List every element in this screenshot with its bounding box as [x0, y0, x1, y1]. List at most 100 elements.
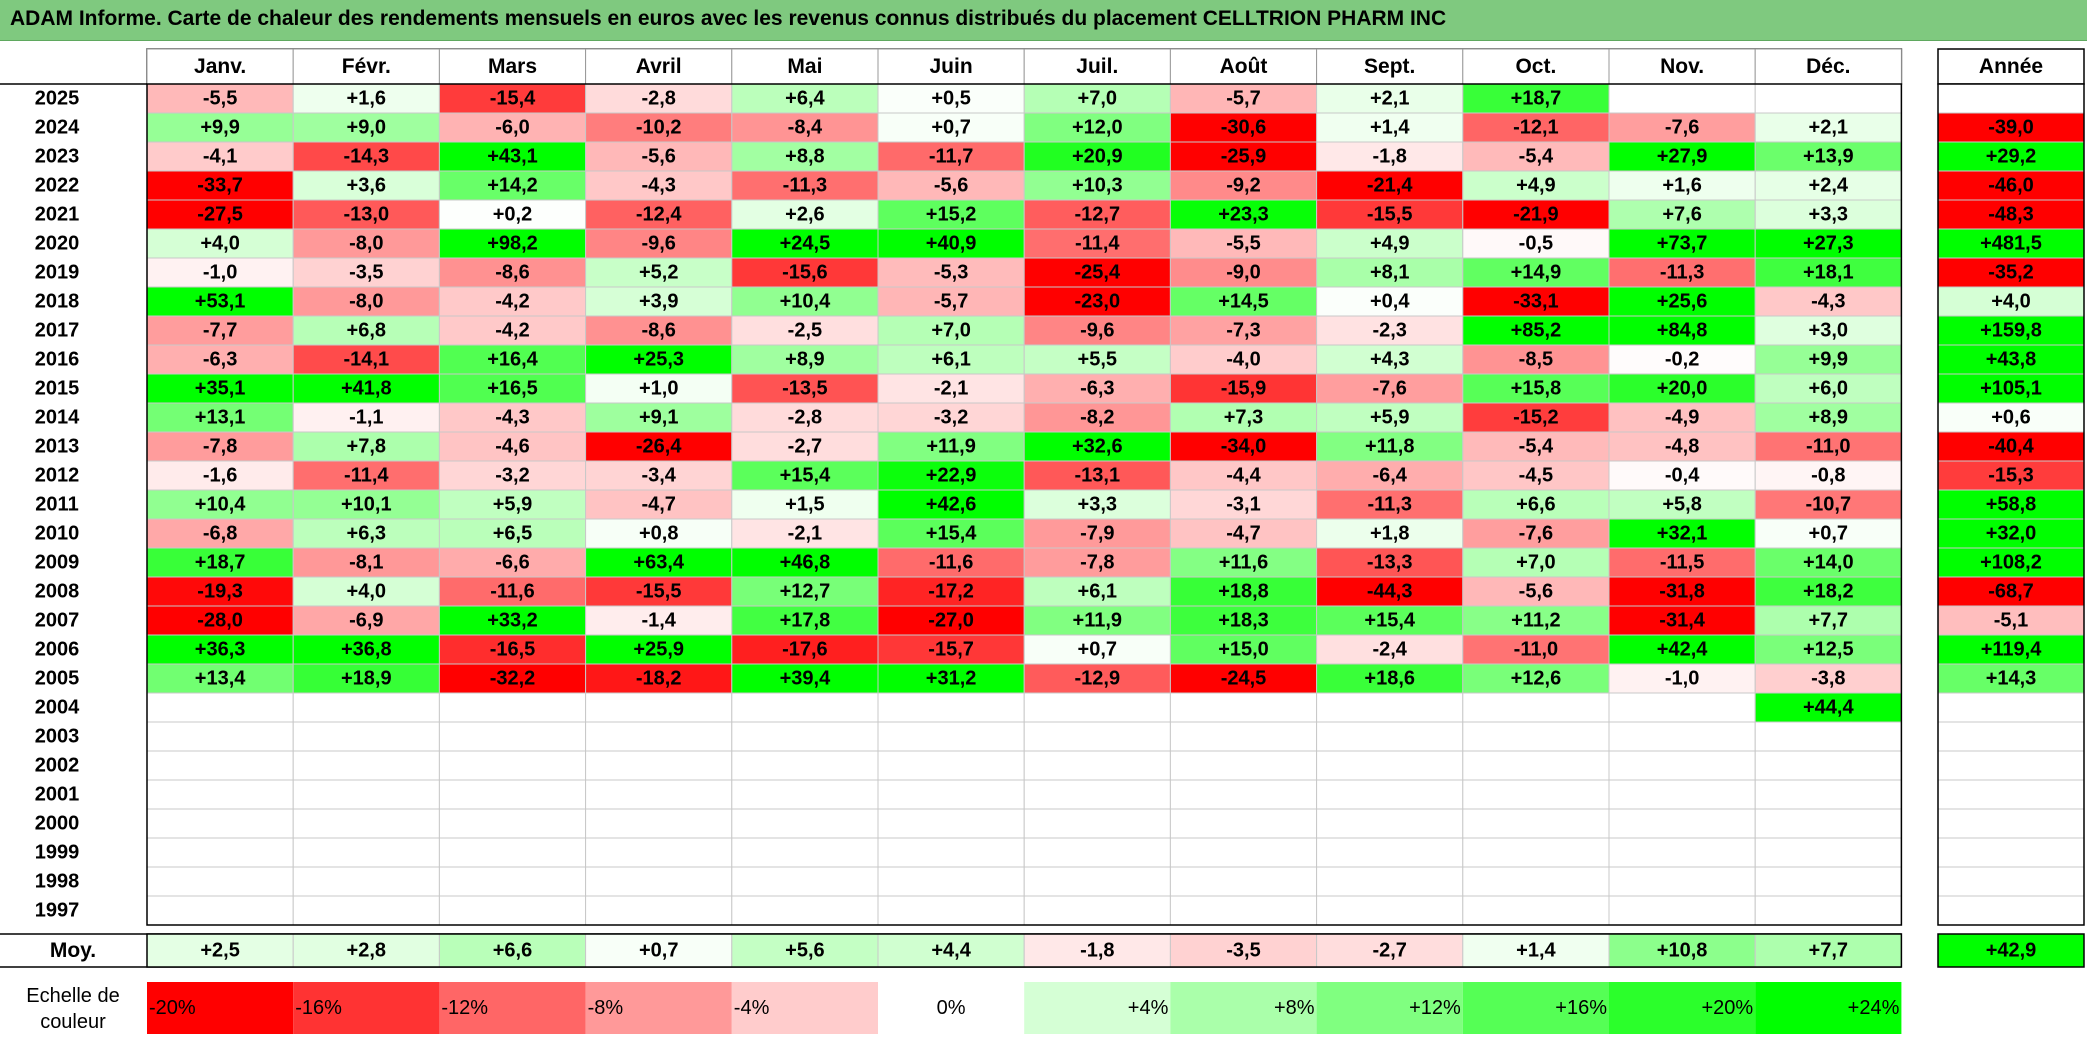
heatmap-cell: [438, 837, 587, 868]
heatmap-cell: [877, 199, 1025, 230]
heatmap-cell-value: +18,8: [1218, 581, 1269, 603]
heatmap-cell-value: -10,2: [636, 117, 682, 139]
heatmap-cell-value: -7,3: [1226, 320, 1260, 342]
year-label: 2004: [35, 697, 80, 719]
year-label: 2011: [35, 494, 78, 516]
annual-cell: [1937, 808, 2085, 839]
heatmap-cell: [146, 518, 294, 549]
heatmap-cell-value: +84,8: [1657, 320, 1708, 342]
annual-cell: [1937, 837, 2085, 868]
heatmap-cell-value: +15,4: [926, 523, 977, 545]
heatmap-cell: [877, 895, 1025, 926]
year-label: 2021: [35, 204, 80, 226]
scale-swatch: [439, 982, 586, 1034]
heatmap-cell-value: -8,6: [641, 320, 675, 342]
heatmap-cell-value: +41,8: [341, 378, 392, 400]
heatmap-cell-value: +18,2: [1803, 581, 1854, 603]
heatmap-cell: [146, 692, 294, 723]
month-header-cell: [1169, 48, 1318, 85]
heatmap-cell-value: -1,0: [203, 262, 237, 284]
heatmap-cell: [1754, 576, 1902, 607]
heatmap-cell-value: +9,0: [347, 117, 386, 139]
heatmap-cell: [1462, 895, 1610, 926]
average-cell-value: +4,4: [931, 940, 971, 962]
heatmap-cell-value: -18,2: [636, 668, 682, 690]
heatmap-cell-value: +16,5: [487, 378, 538, 400]
heatmap-cell: [731, 692, 879, 723]
heatmap-cell: [585, 895, 733, 926]
heatmap-cell: [1023, 895, 1171, 926]
year-label: 1998: [35, 871, 80, 893]
year-label: 2023: [35, 146, 80, 168]
heatmap-cell: [438, 721, 587, 752]
month-header-label: Févr.: [342, 55, 391, 78]
heatmap-cell-value: +11,2: [1511, 610, 1561, 632]
heatmap-cell-value: -5,6: [934, 175, 968, 197]
annual-cell-value: +159,8: [1980, 320, 2042, 342]
heatmap-cell: [292, 112, 440, 143]
heatmap-cell-value: -1,0: [1665, 668, 1699, 690]
heatmap-cell-value: +18,9: [341, 668, 392, 690]
heatmap-cell: [877, 460, 1025, 491]
heatmap-cell: [438, 866, 587, 897]
scale-swatch: [585, 982, 732, 1034]
heatmap-cell-value: -24,5: [1221, 668, 1267, 690]
month-header-label: Août: [1220, 55, 1268, 78]
heatmap-cell-value: -3,5: [349, 262, 383, 284]
heatmap-cell-value: -32,2: [490, 668, 536, 690]
heatmap-cell: [877, 83, 1025, 114]
heatmap-cell: [1316, 866, 1464, 897]
heatmap-cell-value: +6,1: [1078, 581, 1117, 603]
heatmap-cell-value: -15,6: [782, 262, 828, 284]
heatmap-cell-value: +63,4: [633, 552, 684, 574]
heatmap-cell: [146, 460, 294, 491]
heatmap-cell: [1462, 344, 1610, 375]
heatmap-cell-value: +8,9: [785, 349, 824, 371]
heatmap-cell-value: +32,6: [1072, 436, 1123, 458]
heatmap-cell-value: -44,3: [1367, 581, 1413, 603]
heatmap-cell: [877, 228, 1025, 259]
heatmap-cell: [1462, 547, 1610, 578]
heatmap-cell-value: -13,1: [1075, 465, 1121, 487]
scale-swatch: [1462, 982, 1609, 1034]
heatmap-cell-value: -4,7: [641, 494, 675, 516]
heatmap-cell-value: -8,2: [1080, 407, 1114, 429]
heatmap-cell: [1169, 199, 1318, 230]
month-header-label: Juil.: [1076, 55, 1118, 78]
heatmap-cell-value: +0,7: [1078, 639, 1117, 661]
heatmap-cell-value: +5,2: [639, 262, 678, 284]
month-header-cell: [585, 48, 733, 85]
heatmap-cell: [1754, 257, 1902, 288]
heatmap-cell: [292, 895, 440, 926]
scale-swatch-label: -20%: [149, 997, 196, 1019]
heatmap-cell: [585, 373, 733, 404]
heatmap-cell: [146, 808, 294, 839]
heatmap-cell: [877, 576, 1025, 607]
heatmap-cell-value: +11,6: [1219, 552, 1269, 574]
heatmap-cell: [877, 344, 1025, 375]
heatmap-cell-value: -15,5: [1367, 204, 1413, 226]
heatmap-cell: [585, 518, 733, 549]
heatmap-cell: [731, 866, 879, 897]
annual-cell: [1937, 373, 2085, 404]
heatmap-cell-value: +0,2: [493, 204, 532, 226]
heatmap-cell: [292, 315, 440, 346]
annual-cell-value: +29,2: [1986, 146, 2037, 168]
heatmap-cell: [1754, 460, 1902, 491]
annual-cell-value: +481,5: [1980, 233, 2042, 255]
heatmap-cell-value: +6,5: [493, 523, 532, 545]
average-cell-value: +6,6: [493, 940, 532, 962]
heatmap-cell: [1316, 286, 1464, 317]
heatmap-cell: [438, 663, 587, 694]
heatmap-cell: [1608, 750, 1756, 781]
heatmap-cell-value: +12,7: [780, 581, 831, 603]
heatmap-cell-value: +0,4: [1370, 291, 1410, 313]
annual-cell: [1937, 257, 2085, 288]
heatmap-cell: [1462, 431, 1610, 462]
heatmap-cell-value: +6,0: [1809, 378, 1848, 400]
heatmap-cell: [877, 431, 1025, 462]
heatmap-cell: [585, 199, 733, 230]
heatmap-cell: [731, 373, 879, 404]
average-cell: [1462, 933, 1610, 968]
heatmap-cell: [146, 373, 294, 404]
